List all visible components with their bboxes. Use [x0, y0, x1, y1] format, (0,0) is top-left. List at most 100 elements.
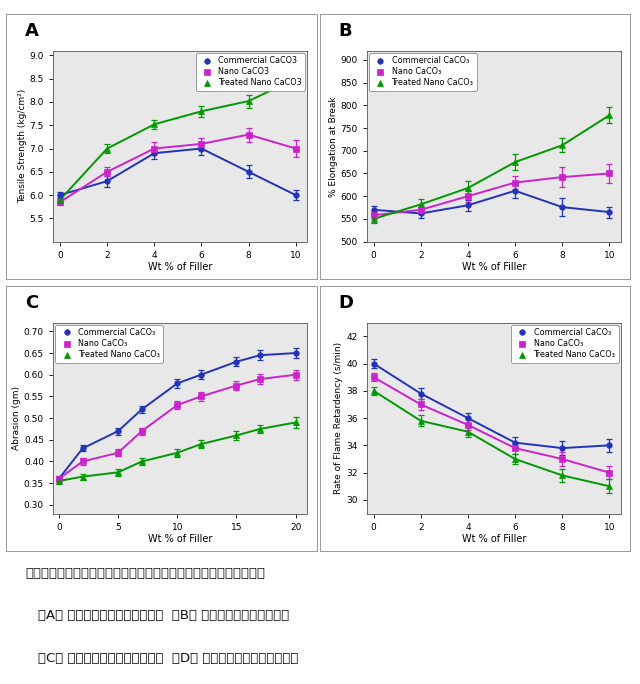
Line: Commercial CaCO₃: Commercial CaCO₃ [371, 188, 612, 216]
Commercial CaCO₃ [55, 475, 63, 483]
Line: Treated Nano CaCO₃: Treated Nano CaCO₃ [371, 388, 612, 489]
Nano CaCO₃ [370, 211, 378, 220]
Nano CaCO₃ [558, 173, 566, 181]
Text: A: A [25, 22, 39, 40]
Commercial CaCO₃ [79, 445, 86, 453]
Treated Nano CaCO₃ [370, 386, 378, 395]
Line: Treated Nano CaCO₃: Treated Nano CaCO₃ [56, 420, 298, 484]
Commercial CaCO₃ [605, 441, 613, 449]
Treated Nano CaCO₃ [173, 449, 181, 457]
Text: （A） 填料的量对拉伸强度的影响  （B） 填料的量对延伸率的影响: （A） 填料的量对拉伸强度的影响 （B） 填料的量对延伸率的影响 [38, 609, 289, 622]
Treated Nano CaCO₃ [79, 473, 86, 481]
Legend: Commercial CaCO3, Nano CaCO3, Treated Nano CaCO3: Commercial CaCO3, Nano CaCO3, Treated Na… [196, 53, 305, 91]
Commercial CaCO₃ [197, 371, 205, 379]
Y-axis label: % Elongation at Break: % Elongation at Break [328, 96, 337, 196]
Line: Nano CaCO₃: Nano CaCO₃ [56, 372, 298, 482]
Treated Nano CaCO₃ [558, 141, 566, 149]
Nano CaCO₃ [417, 400, 424, 408]
Nano CaCO₃ [114, 449, 122, 457]
Y-axis label: Abrasion (gm): Abrasion (gm) [12, 386, 21, 450]
Nano CaCO3 [292, 144, 300, 153]
Commercial CaCO₃ [138, 406, 145, 414]
Nano CaCO₃ [605, 469, 613, 477]
Nano CaCO3 [103, 168, 111, 176]
Treated Nano CaCO₃ [417, 417, 424, 425]
Commercial CaCO₃ [370, 206, 378, 214]
Text: B: B [339, 22, 352, 40]
Line: Commercial CaCO3: Commercial CaCO3 [57, 146, 298, 198]
Treated Nano CaCO₃ [256, 425, 264, 433]
Commercial CaCO₃ [232, 358, 240, 366]
X-axis label: Wt % of Filler: Wt % of Filler [148, 263, 212, 272]
Nano CaCO₃ [232, 382, 240, 390]
Treated Nano CaCO₃ [370, 215, 378, 223]
Legend: Commercial CaCO₃, Nano CaCO₃, Treated Nano CaCO₃: Commercial CaCO₃, Nano CaCO₃, Treated Na… [511, 325, 619, 363]
Treated Nano CaCO₃ [197, 440, 205, 448]
Nano CaCO3 [244, 131, 252, 139]
Commercial CaCO₃ [370, 360, 378, 368]
Nano CaCO₃ [173, 401, 181, 409]
Nano CaCO₃ [417, 206, 424, 214]
Text: C: C [25, 293, 38, 311]
Treated Nano CaCO3 [150, 120, 158, 129]
Nano CaCO₃ [55, 475, 63, 483]
Treated Nano CaCO₃ [511, 455, 519, 463]
Y-axis label: Rate of Flame Retardency (s/min): Rate of Flame Retardency (s/min) [334, 342, 343, 494]
X-axis label: Wt % of Filler: Wt % of Filler [148, 534, 212, 544]
Commercial CaCO₃ [511, 187, 519, 195]
Nano CaCO₃ [464, 421, 472, 429]
Text: D: D [339, 293, 354, 311]
Nano CaCO3 [56, 198, 64, 206]
Line: Commercial CaCO₃: Commercial CaCO₃ [56, 350, 298, 482]
Nano CaCO3 [198, 140, 205, 148]
Treated Nano CaCO3 [198, 107, 205, 116]
Treated Nano CaCO₃ [114, 469, 122, 477]
Line: Nano CaCO3: Nano CaCO3 [57, 132, 298, 205]
Treated Nano CaCO₃ [511, 158, 519, 166]
Treated Nano CaCO₃ [55, 477, 63, 485]
Commercial CaCO3 [198, 144, 205, 153]
X-axis label: Wt % of Filler: Wt % of Filler [461, 534, 526, 544]
Nano CaCO₃ [197, 393, 205, 401]
Commercial CaCO₃ [558, 203, 566, 211]
Legend: Commercial CaCO₃, Nano CaCO₃, Treated Nano CaCO₃: Commercial CaCO₃, Nano CaCO₃, Treated Na… [369, 53, 477, 91]
Commercial CaCO₃ [558, 444, 566, 452]
Nano CaCO₃ [605, 170, 613, 178]
Line: Treated Nano CaCO3: Treated Nano CaCO3 [57, 76, 298, 202]
Treated Nano CaCO₃ [464, 184, 472, 192]
Nano CaCO3 [150, 144, 158, 153]
Commercial CaCO₃ [256, 351, 264, 359]
Treated Nano CaCO₃ [558, 471, 566, 479]
Treated Nano CaCO₃ [138, 458, 145, 466]
Commercial CaCO3 [292, 191, 300, 199]
Line: Nano CaCO₃: Nano CaCO₃ [371, 171, 612, 218]
Treated Nano CaCO3 [244, 97, 252, 105]
Nano CaCO₃ [256, 375, 264, 383]
Treated Nano CaCO₃ [292, 419, 300, 427]
Commercial CaCO₃ [464, 201, 472, 209]
Commercial CaCO₃ [464, 414, 472, 422]
Treated Nano CaCO3 [292, 75, 300, 83]
Nano CaCO₃ [370, 373, 378, 381]
Commercial CaCO₃ [292, 349, 300, 357]
Treated Nano CaCO₃ [464, 428, 472, 436]
Treated Nano CaCO₃ [605, 482, 613, 490]
Nano CaCO₃ [464, 192, 472, 200]
Nano CaCO₃ [79, 458, 86, 466]
Line: Nano CaCO₃: Nano CaCO₃ [371, 374, 612, 475]
Treated Nano CaCO₃ [605, 111, 613, 120]
Commercial CaCO₃ [605, 208, 613, 216]
X-axis label: Wt % of Filler: Wt % of Filler [461, 263, 526, 272]
Commercial CaCO3 [244, 168, 252, 176]
Treated Nano CaCO3 [103, 144, 111, 153]
Commercial CaCO3 [103, 177, 111, 185]
Line: Commercial CaCO₃: Commercial CaCO₃ [371, 360, 612, 451]
Treated Nano CaCO3 [56, 196, 64, 204]
Treated Nano CaCO₃ [232, 432, 240, 440]
Commercial CaCO₃ [114, 427, 122, 435]
Nano CaCO₃ [511, 444, 519, 452]
Commercial CaCO3 [150, 149, 158, 157]
Text: 改性之后的碳酸鈗、未改性的碳酸鈗以及商业碳酸鈗三者性能比较：: 改性之后的碳酸鈗、未改性的碳酸鈗以及商业碳酸鈗三者性能比较： [25, 567, 265, 580]
Commercial CaCO₃ [511, 438, 519, 447]
Nano CaCO₃ [558, 455, 566, 463]
